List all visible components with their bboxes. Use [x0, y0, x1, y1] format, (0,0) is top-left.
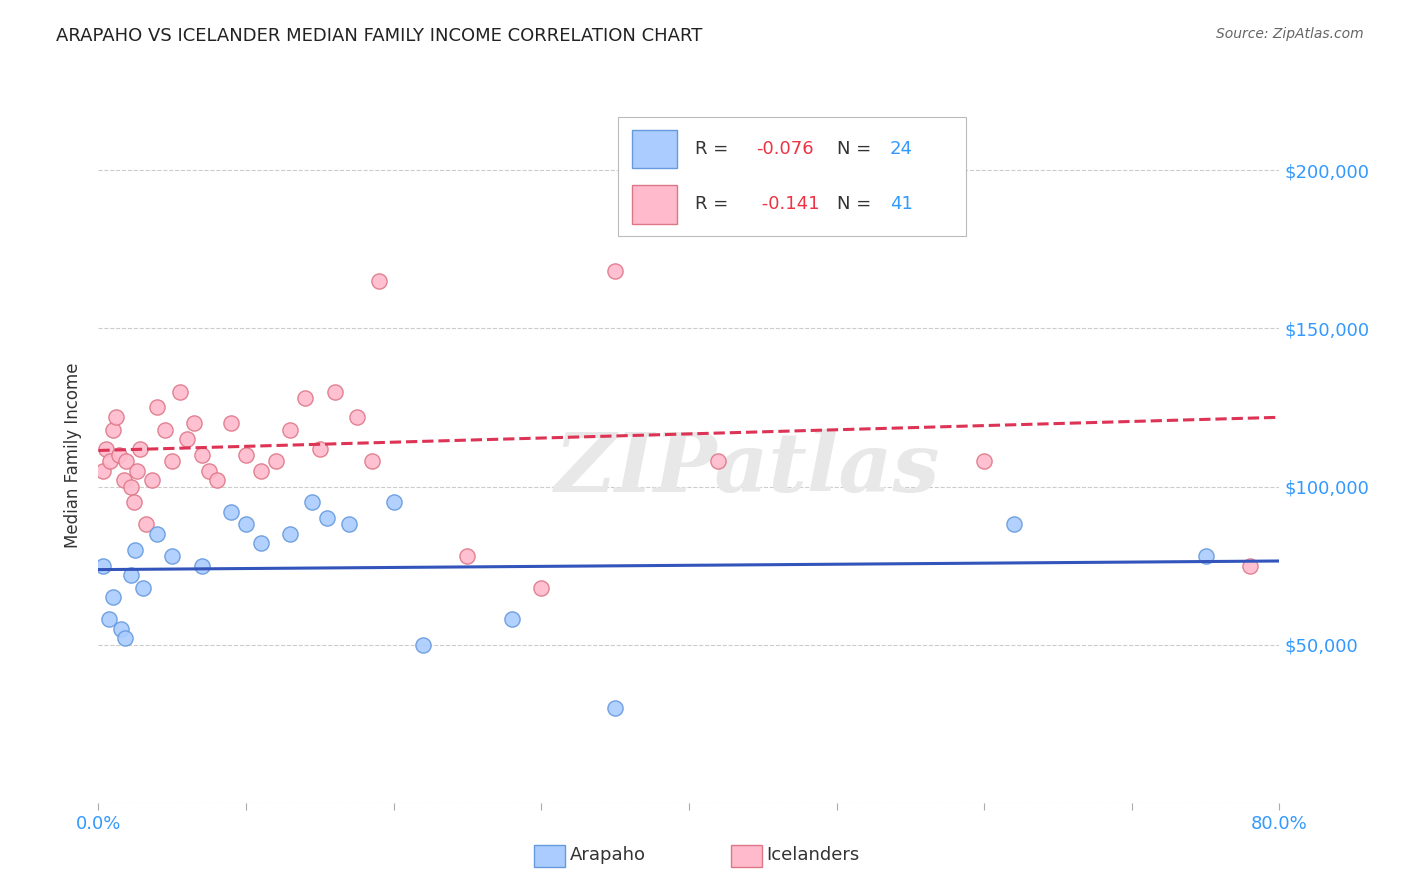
Point: [316, 511, 339, 525]
Point: [501, 612, 523, 626]
Point: [360, 454, 382, 468]
Text: N =: N =: [837, 195, 876, 213]
Text: Source: ZipAtlas.com: Source: ZipAtlas.com: [1216, 27, 1364, 41]
Y-axis label: Median Family Income: Median Family Income: [65, 362, 83, 548]
Point: [1002, 517, 1025, 532]
Point: [122, 495, 145, 509]
Text: -0.076: -0.076: [756, 140, 814, 158]
Point: [120, 479, 142, 493]
Point: [278, 527, 302, 541]
Point: [125, 464, 148, 478]
Point: [456, 549, 478, 563]
Point: [219, 417, 242, 431]
Point: [112, 473, 135, 487]
Point: [605, 701, 627, 715]
Text: Arapaho: Arapaho: [569, 846, 645, 863]
Point: [132, 581, 155, 595]
Point: [103, 423, 125, 437]
Text: 24: 24: [890, 140, 912, 158]
Text: N =: N =: [837, 140, 876, 158]
Point: [162, 454, 183, 468]
Text: -0.141: -0.141: [756, 195, 820, 213]
Point: [120, 568, 142, 582]
Point: [169, 384, 191, 399]
Point: [91, 464, 114, 478]
Point: [301, 495, 323, 509]
Point: [309, 442, 332, 456]
Point: [105, 409, 128, 424]
Point: [250, 464, 273, 478]
Point: [183, 417, 205, 431]
Point: [114, 632, 136, 646]
Point: [128, 442, 150, 456]
FancyBboxPatch shape: [633, 186, 678, 224]
Point: [530, 581, 553, 595]
Point: [235, 517, 257, 532]
Point: [110, 622, 132, 636]
Point: [103, 591, 125, 605]
Point: [382, 495, 405, 509]
Point: [339, 517, 360, 532]
Point: [124, 542, 146, 557]
Point: [412, 638, 434, 652]
FancyBboxPatch shape: [619, 118, 966, 235]
Point: [294, 391, 316, 405]
Point: [98, 454, 121, 468]
Text: ARAPAHO VS ICELANDER MEDIAN FAMILY INCOME CORRELATION CHART: ARAPAHO VS ICELANDER MEDIAN FAMILY INCOM…: [56, 27, 703, 45]
Point: [1195, 549, 1218, 563]
Point: [278, 423, 302, 437]
Text: R =: R =: [695, 140, 734, 158]
Point: [198, 464, 221, 478]
Point: [368, 274, 391, 288]
Point: [108, 448, 131, 462]
Text: ZIPatlas: ZIPatlas: [555, 429, 941, 508]
Point: [91, 558, 114, 573]
FancyBboxPatch shape: [633, 129, 678, 168]
Point: [146, 401, 169, 415]
Point: [323, 384, 346, 399]
Point: [250, 536, 273, 550]
Point: [235, 448, 257, 462]
Text: R =: R =: [695, 195, 734, 213]
Point: [973, 454, 995, 468]
Point: [191, 558, 214, 573]
Point: [900, 194, 922, 209]
Point: [205, 473, 228, 487]
Point: [605, 264, 627, 278]
Point: [135, 517, 157, 532]
Text: Icelanders: Icelanders: [766, 846, 859, 863]
Point: [264, 454, 287, 468]
Point: [707, 454, 730, 468]
Point: [191, 448, 214, 462]
Point: [1239, 558, 1261, 573]
Point: [97, 612, 120, 626]
Point: [162, 549, 183, 563]
Point: [146, 527, 169, 541]
Point: [346, 409, 368, 424]
Point: [94, 442, 117, 456]
Point: [153, 423, 176, 437]
Point: [219, 505, 242, 519]
Point: [141, 473, 163, 487]
Text: 41: 41: [890, 195, 912, 213]
Point: [176, 432, 198, 446]
Point: [115, 454, 138, 468]
